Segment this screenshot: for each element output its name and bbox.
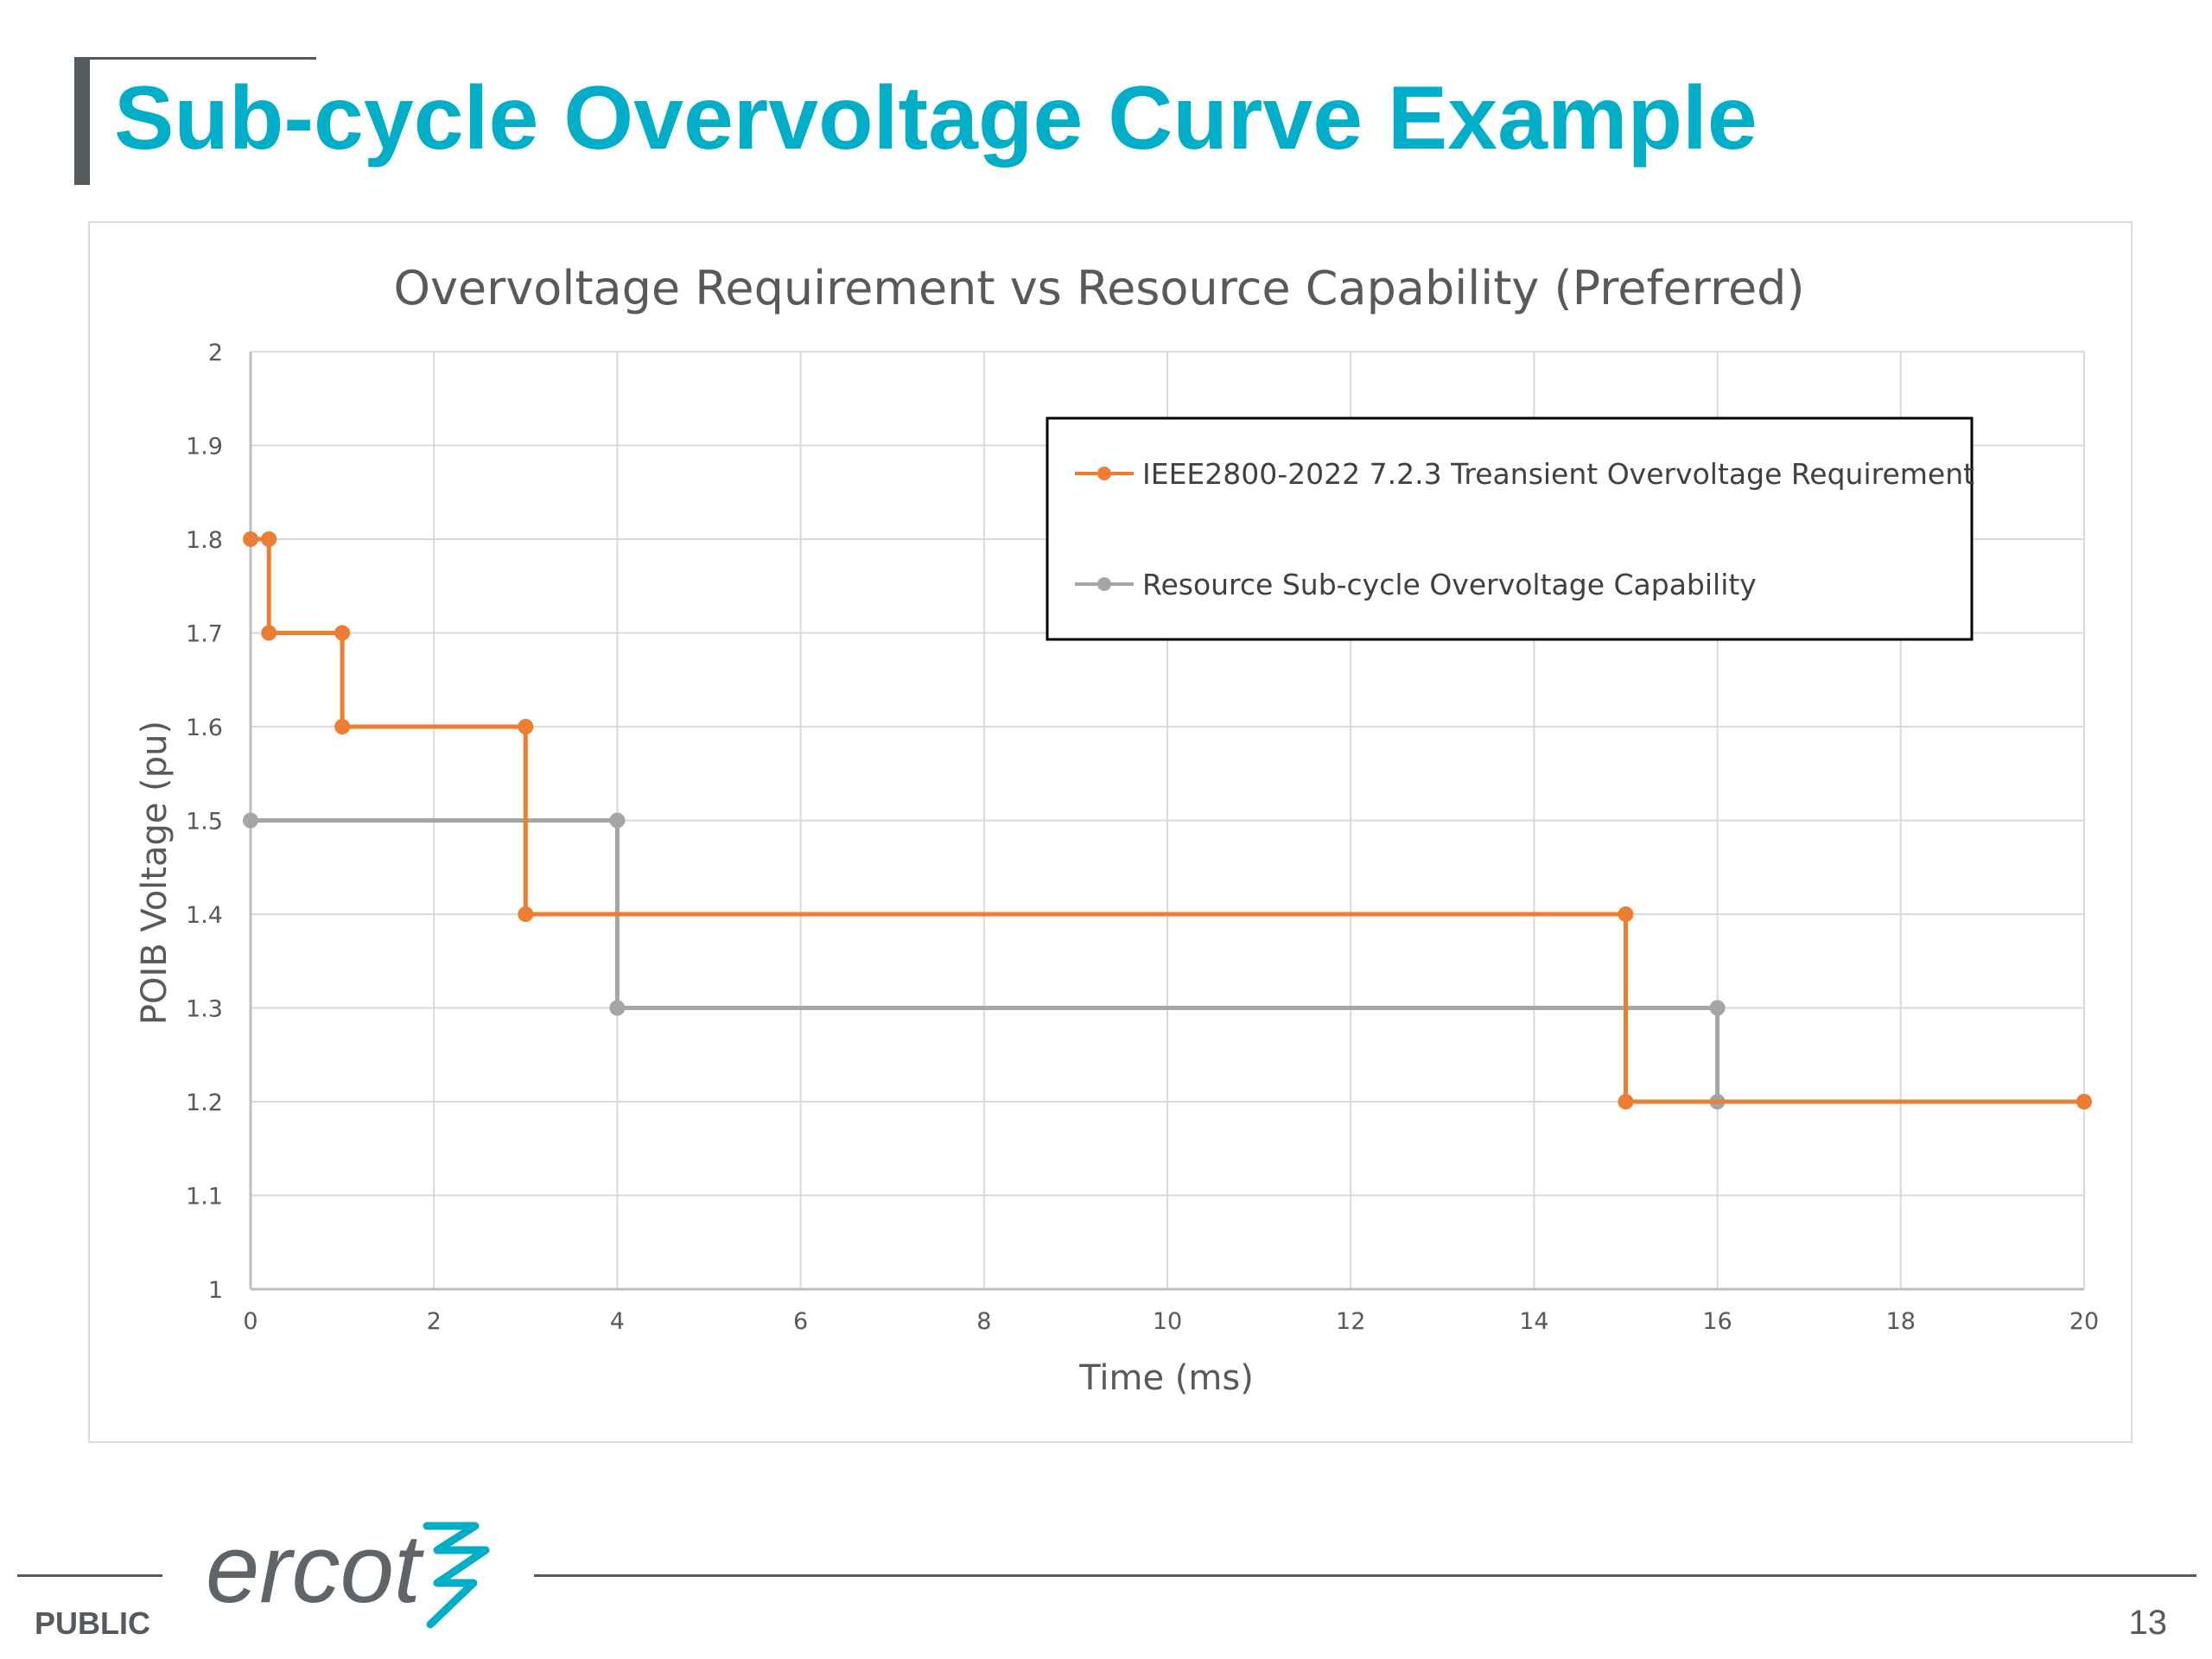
series-point-1 <box>609 1000 626 1016</box>
chart-legend: IEEE2800-2022 7.2.3 Treansient Overvolta… <box>1046 416 1974 641</box>
x-tick-label: 16 <box>1702 1308 1732 1335</box>
series-point-0 <box>1618 906 1634 922</box>
bolt-icon <box>423 1522 490 1629</box>
title-accent-rule <box>74 57 316 60</box>
y-tick-label: 2 <box>208 340 223 366</box>
chart-series <box>243 531 2092 1109</box>
series-point-0 <box>1618 1094 1634 1109</box>
chart-title: Overvoltage Requirement vs Resource Capa… <box>393 261 1804 315</box>
x-tick-label: 20 <box>2069 1308 2099 1335</box>
x-tick-label: 2 <box>427 1308 442 1335</box>
x-axis-title: Time (ms) <box>1078 1358 1254 1398</box>
y-tick-label: 1.5 <box>186 809 223 836</box>
y-tick-label: 1.4 <box>186 902 223 929</box>
series-point-0 <box>334 719 351 734</box>
series-point-0 <box>518 719 534 734</box>
series-point-1 <box>243 812 258 829</box>
y-tick-label: 1.3 <box>186 996 223 1023</box>
ercot-logo-text: ercot <box>206 1515 424 1623</box>
series-point-0 <box>243 531 258 547</box>
y-axis-title: POIB Voltage (pu) <box>135 721 175 1025</box>
slide-title: Sub-cycle Overvoltage Curve Example <box>114 68 1758 168</box>
y-tick-label: 1.1 <box>186 1184 223 1211</box>
series-point-0 <box>334 625 351 641</box>
chart-axes: 0 2 4 6 8 10 12 14 16 18 20 1 1.1 1.2 1.3 1.4 1.5 1.6 1.7 1… <box>186 340 2099 1335</box>
title-accent-bar <box>74 57 90 185</box>
legend-marker-capability <box>1097 577 1111 591</box>
x-tick-label: 12 <box>1336 1308 1365 1335</box>
footer-rule-right <box>534 1574 2196 1577</box>
x-tick-label: 18 <box>1886 1308 1916 1335</box>
ercot-logo: ercot <box>206 1515 490 1629</box>
series-point-0 <box>518 906 534 922</box>
y-tick-label: 1.2 <box>186 1090 223 1116</box>
x-tick-label: 10 <box>1153 1308 1182 1335</box>
x-tick-label: 8 <box>976 1308 991 1335</box>
series-point-0 <box>261 625 277 641</box>
footer-public-label: PUBLIC <box>35 1605 150 1641</box>
legend-label-capability: Resource Sub-cycle Overvoltage Capabilit… <box>1142 568 1757 601</box>
y-tick-label: 1.8 <box>186 527 223 554</box>
series-point-0 <box>261 531 277 547</box>
x-tick-label: 0 <box>243 1308 257 1335</box>
y-tick-label: 1.7 <box>186 621 223 648</box>
x-tick-label: 6 <box>793 1308 808 1335</box>
y-tick-label: 1 <box>208 1277 223 1304</box>
chart-frame <box>88 221 2133 1443</box>
series-point-0 <box>2076 1094 2092 1109</box>
legend-box <box>1046 416 1974 641</box>
series-point-1 <box>1709 1000 1726 1016</box>
footer-rule-left <box>17 1574 162 1577</box>
series-line-0 <box>251 537 2084 1104</box>
legend-marker-requirement <box>1097 467 1111 480</box>
x-tick-label: 14 <box>1519 1308 1548 1335</box>
page-number: 13 <box>2128 1604 2168 1642</box>
y-tick-label: 1.9 <box>186 434 223 461</box>
legend-label-requirement: IEEE2800-2022 7.2.3 Treansient Overvolta… <box>1142 457 1974 491</box>
y-tick-label: 1.6 <box>186 715 223 741</box>
series-point-1 <box>609 812 626 829</box>
x-tick-label: 4 <box>610 1308 625 1335</box>
